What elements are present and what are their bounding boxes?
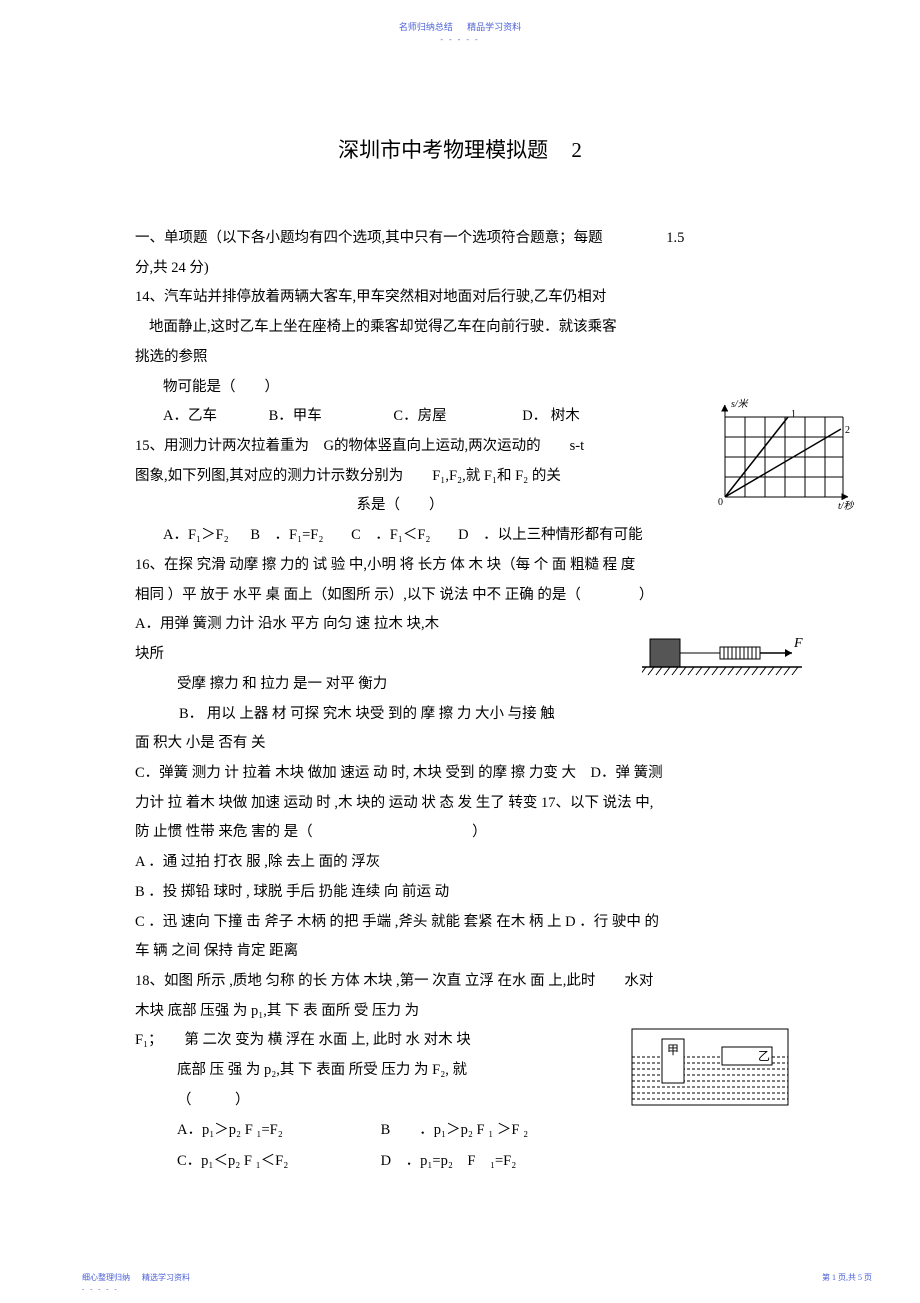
q16-optB2: 面 积大 小是 否有 关 xyxy=(135,729,785,759)
q18-optB: B ．p₁＞p₂ F ₁ ＞F ₂ xyxy=(381,1116,529,1146)
q14-line1: 14、汽车站并排停放着两辆大客车,甲车突然相对地面对后行驶,乙车仍相对 xyxy=(135,283,785,313)
svg-text:乙: 乙 xyxy=(758,1049,770,1063)
section-intro: 一、单项题（以下各小题均有四个选项,其中只有一个选项符合题意；每题 1.5 xyxy=(135,224,785,254)
q17-optA: A ．通 过拍 打衣 服 ,除 去上 面的 浮灰 xyxy=(135,848,785,878)
figure-float: 甲 乙 xyxy=(630,1027,790,1107)
q16-optC1: C．弹簧 测力 计 拉着 木块 做加 速运 动 时, 木块 受到 的摩 擦 力变… xyxy=(135,759,785,789)
svg-text:F: F xyxy=(793,636,803,651)
q14-optA: A．乙车 xyxy=(163,402,217,432)
q17-intro: 防 止惯 性带 来危 害的 是（ ） xyxy=(135,818,785,848)
q17-optB: B ．投 掷铅 球时 , 球脱 手后 扔能 连续 向 前运 动 xyxy=(135,878,785,908)
q15-line1: 15、用测力计两次拉着重为 G的物体竖直向上运动,两次运动的 s-t xyxy=(135,432,665,462)
q18-line2: 木块 底部 压强 为 p₁,其 下 表 面所 受 压力 为 xyxy=(135,997,605,1027)
figure-st-graph: s/米 1 2 0 t/秒 xyxy=(713,397,855,512)
figure-friction: F xyxy=(642,631,812,693)
q17-optC2: 车 辆 之间 保持 肯定 距离 xyxy=(135,937,785,967)
q14-options: A．乙车 B．甲车 C．房屋 D． 树木 xyxy=(135,402,785,432)
header-sub: - - - - - xyxy=(135,35,785,44)
q18-line3: F₁； 第 二次 变为 横 浮在 水面 上, 此时 水 对木 块 xyxy=(135,1026,605,1056)
svg-text:0: 0 xyxy=(718,497,723,508)
score-value: 1.5 xyxy=(666,230,684,246)
q15-line2: 图象,如下列图,其对应的测力计示数分别为 F₁,F₂,就 F₁和 F₂ 的关 xyxy=(135,462,665,492)
q18-line4: 底部 压 强 为 p₂,其 下 表面 所受 压力 为 F₂, 就 xyxy=(135,1056,605,1086)
q15-line3: 系是（ ） xyxy=(135,491,665,521)
title-text: 深圳市中考物理模拟题 xyxy=(338,138,548,162)
q16-line2: 相同 ）平 放于 水平 桌 面上（如图所 示）,以下 说法 中不 正确 的是（ … xyxy=(135,581,785,611)
section-intro-2: 分,共 24 分) xyxy=(135,254,785,284)
q16-optC2: 力计 拉 着木 块做 加速 运动 时 ,木 块的 运动 状 态 发 生了 转变 … xyxy=(135,789,785,819)
q16-line1: 16、在探 究滑 动摩 擦 力的 试 验 中,小明 将 长方 体 木 块（每 个… xyxy=(135,551,785,581)
q14-optD: D． 树木 xyxy=(522,402,580,432)
footer-left-sub: - - - - - xyxy=(82,1285,119,1293)
q14-optB: B．甲车 xyxy=(269,402,322,432)
q14-optC: C．房屋 xyxy=(393,402,446,432)
svg-text:s/米: s/米 xyxy=(731,398,749,410)
title-number: 2 xyxy=(571,138,582,162)
q18-line1: 18、如图 所示 ,质地 匀称 的长 方体 木块 ,第一 次直 立浮 在水 面 … xyxy=(135,967,785,997)
q18-optA: A．p₁＞p₂ F ₁=F₂ xyxy=(177,1116,377,1146)
q18-options: A．p₁＞p₂ F ₁=F₂ B ．p₁＞p₂ F ₁ ＞F ₂ C．p₁＜p₂… xyxy=(135,1116,785,1177)
q14-line4: 物可能是（ ） xyxy=(135,373,785,403)
q15-options: A．F₁＞F₂ B ．F₁=F₂ C ．F₁＜F₂ D ．以上三种情形都有可能 xyxy=(135,521,785,551)
header-top: 名师归纳总结 精品学习资料 xyxy=(135,20,785,33)
footer-right: 第 1 页,共 5 页 xyxy=(822,1272,872,1283)
header-text-2: 精品学习资料 xyxy=(467,22,521,32)
page-title: 深圳市中考物理模拟题 2 xyxy=(135,134,785,164)
q15-optA: A．F₁＞F₂ xyxy=(163,521,229,551)
svg-text:2: 2 xyxy=(845,425,850,436)
svg-text:1: 1 xyxy=(791,409,796,420)
q16-optB1: B． 用以 上器 材 可探 究木 块受 到的 摩 擦 力 大小 与接 触 xyxy=(135,700,785,730)
svg-text:甲: 甲 xyxy=(667,1043,679,1057)
header-text-1: 名师归纳总结 xyxy=(399,22,453,32)
svg-text:t/秒: t/秒 xyxy=(838,500,855,512)
q15-optB: B ．F₁=F₂ xyxy=(250,521,323,551)
q18-optC: C．p₁＜p₂ F ₁＜F₂ xyxy=(177,1147,377,1177)
q14-line2: 地面静止,这时乙车上坐在座椅上的乘客却觉得乙车在向前行驶．就该乘客 xyxy=(135,313,785,343)
footer-left: 细心整理归纳 精选学习资料 xyxy=(82,1272,190,1283)
q14-line3: 挑选的参照 xyxy=(135,343,785,373)
q18-line5: （ ） xyxy=(135,1086,605,1116)
q15-optD: D ．以上三种情形都有可能 xyxy=(458,521,642,551)
q17-optC: C ．迅 速向 下撞 击 斧子 木柄 的把 手端 ,斧头 就能 套紧 在木 柄 … xyxy=(135,908,785,938)
q15-optC: C ．F₁＜F₂ xyxy=(351,521,430,551)
q18-optD: D ．p₁=p₂ F ₁=F₂ xyxy=(381,1147,517,1177)
